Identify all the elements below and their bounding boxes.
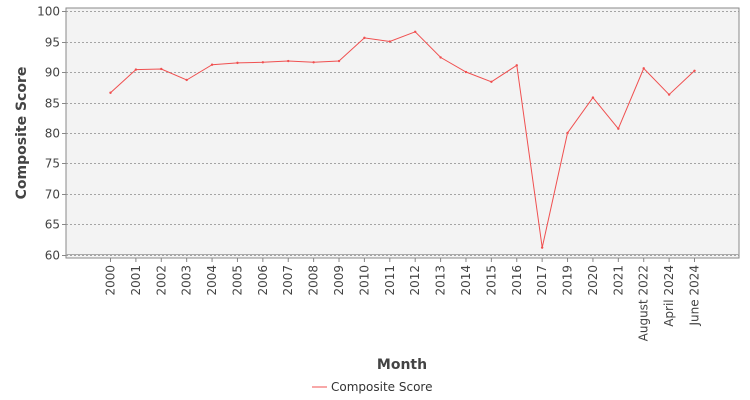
plot-area bbox=[65, 7, 740, 259]
legend-label: Composite Score bbox=[331, 380, 432, 394]
data-point bbox=[388, 40, 392, 43]
series-layer bbox=[109, 30, 696, 249]
y-tick-label: 100 bbox=[37, 5, 60, 19]
data-point bbox=[439, 56, 442, 59]
x-tick-label: 2009 bbox=[332, 265, 346, 296]
x-tick-label: June 2024 bbox=[688, 265, 702, 327]
x-tick-label: 2003 bbox=[180, 265, 194, 296]
x-tick-label: 2001 bbox=[129, 265, 143, 296]
x-tick-label: 2016 bbox=[510, 265, 524, 296]
data-point bbox=[617, 127, 620, 130]
gridlines bbox=[66, 11, 739, 256]
x-tick-label: 2015 bbox=[484, 265, 498, 296]
x-tick-label: 2000 bbox=[104, 265, 118, 296]
x-tick-label: August 2022 bbox=[637, 265, 651, 341]
y-tick-label: 85 bbox=[45, 97, 60, 111]
data-point bbox=[109, 91, 112, 94]
x-tick-label: 2014 bbox=[459, 265, 473, 296]
x-tick-label: 2011 bbox=[383, 265, 397, 296]
y-tick-label: 75 bbox=[45, 157, 60, 171]
data-point bbox=[210, 63, 214, 66]
x-tick-label: 2006 bbox=[256, 265, 270, 296]
y-axis-ticks: 60 65 70 75 80 85 90 95 100 bbox=[37, 5, 66, 263]
data-point bbox=[236, 61, 239, 65]
data-point bbox=[160, 67, 163, 71]
x-tick-label: 2019 bbox=[561, 265, 575, 296]
legend: Composite Score bbox=[312, 380, 432, 394]
x-tick-label: 2020 bbox=[586, 265, 600, 296]
data-point bbox=[287, 59, 290, 63]
y-tick-label: 80 bbox=[45, 127, 60, 141]
data-point bbox=[261, 61, 265, 64]
data-point bbox=[363, 36, 366, 40]
x-tick-label: 2021 bbox=[611, 265, 625, 296]
series-line bbox=[110, 31, 695, 248]
data-point bbox=[566, 131, 569, 135]
data-point bbox=[312, 61, 315, 64]
data-point bbox=[464, 70, 468, 74]
data-point bbox=[667, 93, 671, 96]
y-axis-title: Composite Score bbox=[14, 67, 30, 200]
x-axis-ticks: 2000 2001 2002 2003 2004 2005 2006 2007 2008 2009… bbox=[104, 258, 702, 341]
x-tick-label: 2008 bbox=[307, 265, 321, 296]
data-point bbox=[693, 69, 696, 73]
x-tick-label: 2017 bbox=[535, 265, 549, 296]
x-tick-label: 2010 bbox=[357, 265, 371, 296]
y-tick-label: 65 bbox=[45, 218, 60, 232]
y-tick-label: 60 bbox=[45, 249, 60, 263]
x-axis-title: Month bbox=[377, 357, 427, 373]
data-point bbox=[337, 59, 341, 63]
data-point bbox=[134, 68, 138, 71]
y-tick-label: 90 bbox=[45, 66, 60, 80]
data-point bbox=[515, 64, 518, 67]
x-tick-label: 2007 bbox=[281, 265, 295, 296]
x-tick-label: April 2024 bbox=[662, 265, 676, 327]
data-point bbox=[185, 78, 188, 82]
x-tick-label: 2013 bbox=[434, 265, 448, 296]
data-point bbox=[642, 67, 645, 70]
x-tick-label: 2004 bbox=[205, 265, 219, 296]
y-tick-label: 70 bbox=[45, 188, 60, 202]
data-point bbox=[540, 246, 544, 249]
x-tick-label: 2002 bbox=[154, 265, 168, 296]
data-point bbox=[413, 30, 417, 33]
data-point bbox=[490, 80, 493, 83]
data-point bbox=[591, 96, 595, 99]
x-tick-label: 2012 bbox=[408, 265, 422, 296]
y-tick-label: 95 bbox=[45, 36, 60, 50]
x-tick-label: 2005 bbox=[230, 265, 244, 296]
